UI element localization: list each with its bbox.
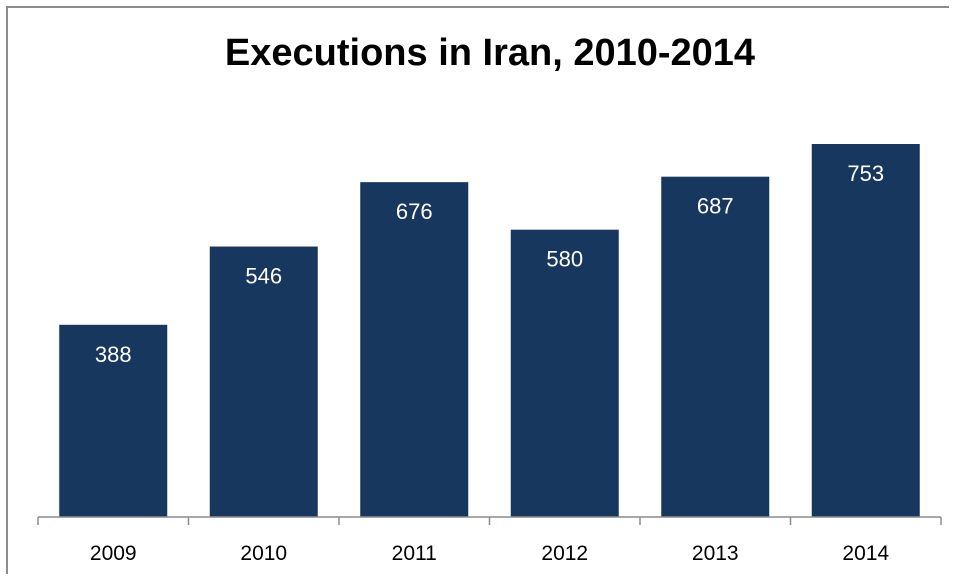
x-tick-label-2009: 2009 bbox=[90, 542, 137, 565]
data-label-2012: 580 bbox=[546, 247, 583, 272]
data-label-2010: 546 bbox=[245, 264, 282, 289]
bar-2011 bbox=[360, 182, 468, 517]
data-label-2013: 687 bbox=[697, 194, 734, 219]
data-label-2009: 388 bbox=[95, 342, 132, 367]
x-tick-label-2014: 2014 bbox=[842, 542, 889, 565]
x-tick-label-2012: 2012 bbox=[541, 542, 588, 565]
bar-2012 bbox=[511, 230, 619, 517]
x-tick-label-2011: 2011 bbox=[392, 542, 437, 565]
data-label-2011: 676 bbox=[396, 199, 433, 224]
bars-group: 388 546 676 580 687 753 bbox=[59, 144, 920, 517]
x-tick-label-2010: 2010 bbox=[240, 542, 287, 565]
x-tick-label-2013: 2013 bbox=[692, 542, 739, 565]
bar-2014 bbox=[812, 144, 920, 517]
data-label-2014: 753 bbox=[847, 161, 884, 186]
x-axis: 2009 2010 2011 2012 2013 2014 bbox=[38, 517, 941, 565]
bar-2013 bbox=[661, 177, 769, 517]
